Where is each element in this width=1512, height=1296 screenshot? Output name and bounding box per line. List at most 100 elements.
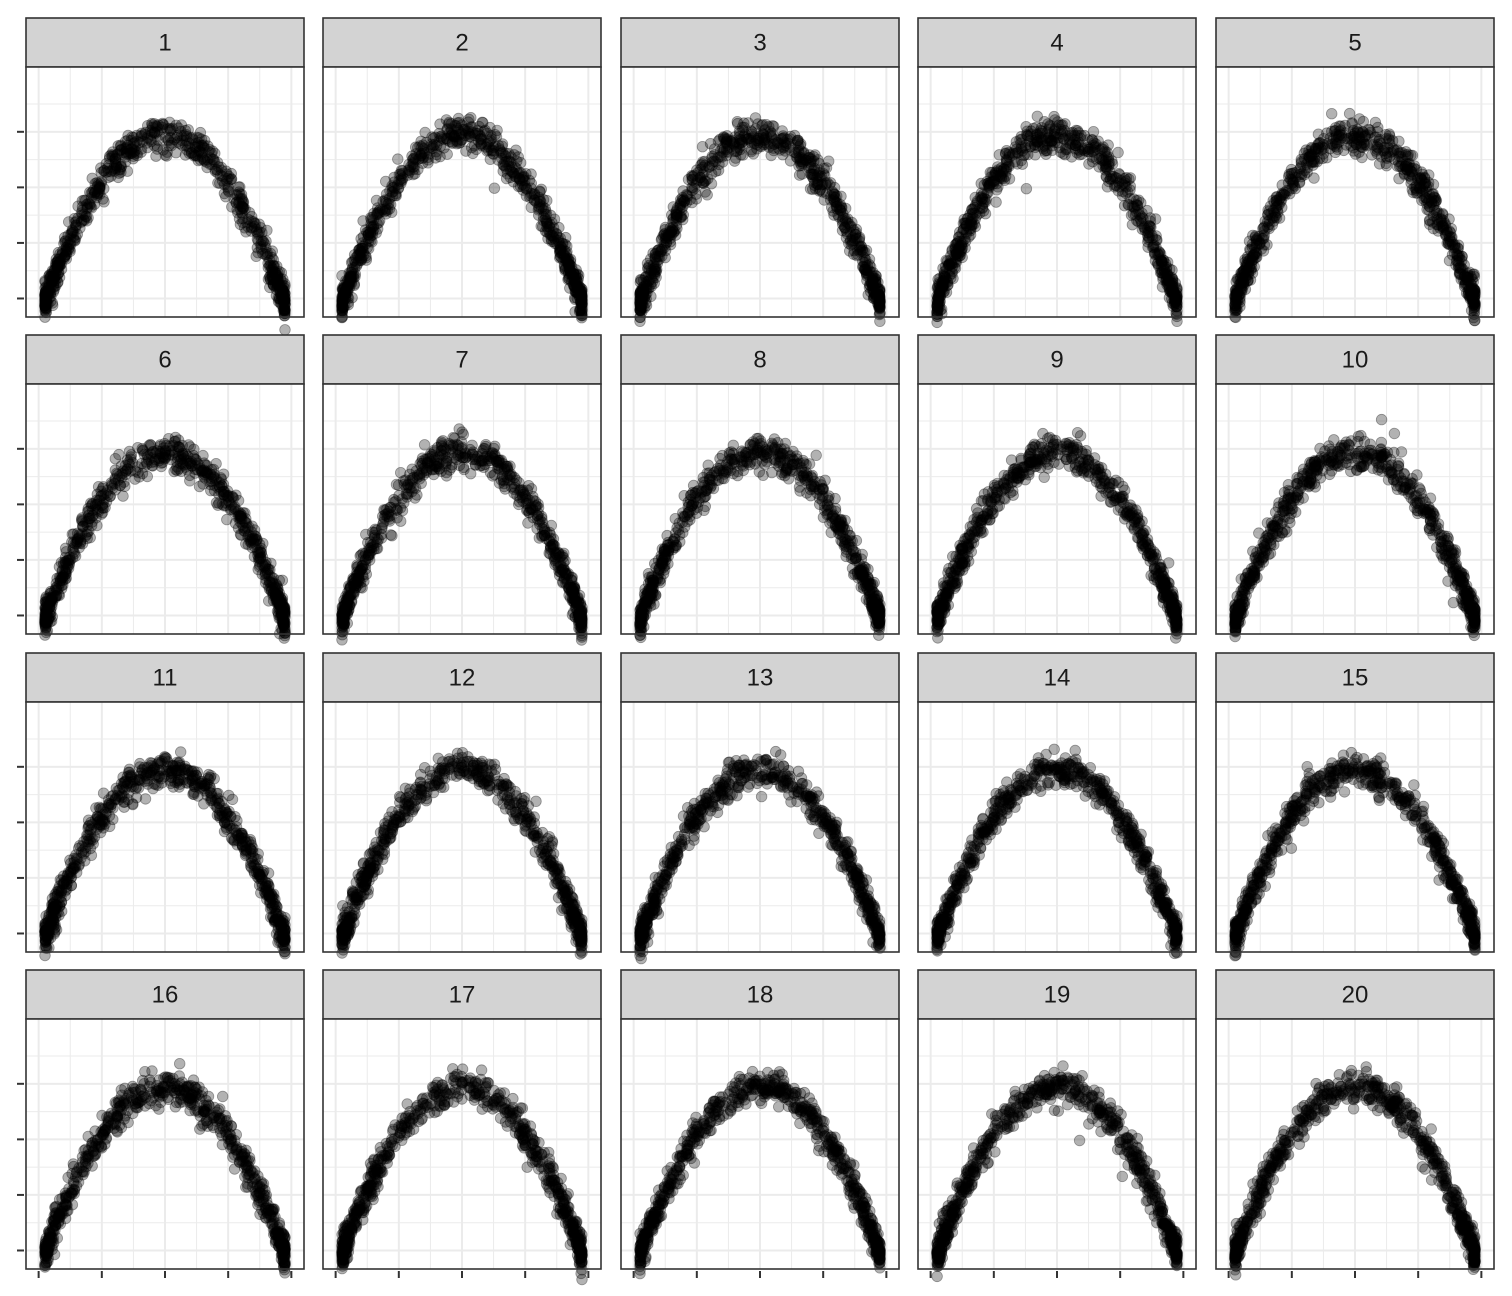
scatter-point: [1325, 107, 1338, 120]
scatter-point: [193, 480, 206, 493]
scatter-point: [96, 501, 109, 514]
scatter-point: [50, 260, 62, 272]
scatter-point: [773, 142, 785, 155]
scatter-point: [180, 130, 193, 143]
scatter-point: [732, 117, 744, 130]
scatter-point: [62, 243, 75, 255]
scatter-point: [212, 499, 224, 511]
scatter-point: [525, 168, 537, 180]
scatter-point: [792, 134, 804, 147]
scatter-point: [641, 257, 654, 270]
scatter-point: [874, 302, 886, 314]
scatter-point: [375, 532, 388, 544]
scatter-point: [392, 153, 404, 165]
facet-strip-label: 6: [158, 347, 171, 374]
scatter-point: [990, 196, 1002, 208]
scatter-point: [236, 200, 248, 212]
scatter-point: [276, 284, 289, 296]
scatter-point: [267, 595, 280, 607]
scatter-point: [1270, 195, 1283, 207]
scatter-point: [827, 187, 840, 200]
scatter-point: [266, 269, 278, 281]
scatter-point: [1020, 182, 1033, 195]
scatter-point: [136, 443, 148, 455]
scatter-point: [70, 215, 83, 227]
scatter-point: [40, 290, 52, 302]
scatter-point: [161, 146, 173, 158]
scatter-point: [168, 465, 180, 478]
scatter-point: [545, 519, 558, 532]
scatter-point: [472, 135, 485, 147]
scatter-point: [992, 170, 1004, 183]
scatter-point: [273, 292, 286, 304]
scatter-point: [105, 149, 117, 161]
scatter-point: [257, 235, 269, 247]
scatter-point: [1338, 133, 1351, 145]
scatter-point: [43, 270, 55, 282]
scatter-point: [1016, 145, 1029, 157]
scatter-point: [1247, 229, 1259, 242]
scatter-point: [1463, 284, 1476, 296]
scatter-point: [39, 596, 52, 608]
facet-strip-label: 4: [1050, 30, 1063, 57]
scatter-point: [170, 119, 182, 132]
scatter-point: [42, 281, 55, 294]
scatter-point: [194, 126, 207, 139]
scatter-point: [834, 201, 846, 214]
scatter-point: [407, 168, 419, 181]
scatter-point: [117, 490, 129, 502]
scatter-point: [168, 435, 181, 448]
scatter-point: [571, 280, 583, 293]
scatter-point: [763, 141, 775, 153]
scatter-point: [264, 254, 276, 267]
scatter-point: [804, 157, 817, 170]
scatter-point: [852, 248, 864, 261]
scatter-point: [1428, 195, 1441, 207]
scatter-point: [1400, 159, 1412, 172]
scatter-point: [1157, 273, 1169, 286]
scatter-point: [156, 456, 169, 469]
scatter-point: [931, 308, 943, 320]
scatter-point: [531, 196, 543, 209]
scatter-point: [88, 187, 101, 200]
scatter-point: [1171, 297, 1183, 310]
scatter-point: [257, 235, 269, 248]
scatter-point: [48, 271, 61, 284]
scatter-point: [121, 143, 133, 155]
scatter-point: [109, 165, 121, 177]
scatter-point: [1236, 284, 1248, 297]
scatter-point: [638, 292, 651, 304]
scatter-point: [546, 229, 559, 242]
scatter-point: [1059, 118, 1071, 130]
scatter-point: [1321, 127, 1333, 139]
scatter-point: [205, 147, 218, 159]
scatter-point: [357, 242, 369, 255]
scatter-point: [236, 193, 248, 206]
facet-panel-4: 4: [917, 17, 1197, 329]
scatter-point: [105, 165, 117, 178]
scatter-point: [84, 201, 97, 213]
scatter-point: [151, 143, 164, 155]
scatter-point: [959, 217, 971, 229]
scatter-point: [766, 131, 778, 144]
scatter-point: [76, 204, 89, 217]
scatter-point: [969, 207, 981, 220]
scatter-point: [76, 520, 89, 532]
facet-strip-label: 7: [455, 347, 468, 374]
scatter-point: [677, 209, 690, 221]
scatter-point: [1346, 118, 1358, 130]
scatter-point: [1308, 172, 1320, 184]
facet-strip-label: 2: [455, 30, 468, 57]
scatter-point: [1103, 158, 1115, 170]
scatter-point: [1003, 173, 1016, 185]
scatter-point: [1152, 260, 1165, 272]
scatter-point: [395, 170, 407, 182]
scatter-point: [275, 295, 287, 307]
scatter-point: [865, 277, 878, 289]
scatter-point: [47, 278, 60, 291]
scatter-point: [279, 629, 291, 642]
scatter-point: [1445, 222, 1458, 235]
scatter-point: [1358, 138, 1371, 151]
scatter-point: [229, 517, 242, 529]
